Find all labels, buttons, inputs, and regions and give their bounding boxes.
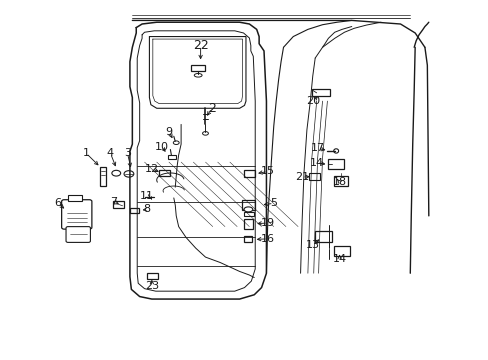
Text: 22: 22 (192, 39, 208, 52)
Ellipse shape (202, 132, 208, 135)
Bar (328, 159, 343, 169)
Ellipse shape (333, 149, 338, 153)
FancyBboxPatch shape (61, 200, 92, 229)
Bar (100, 167, 106, 186)
Text: 3: 3 (124, 148, 131, 158)
Bar (168, 155, 176, 159)
Text: 5: 5 (270, 198, 277, 208)
Text: 12: 12 (144, 164, 159, 174)
Bar (244, 212, 254, 216)
Bar (113, 201, 124, 208)
Text: 7: 7 (110, 197, 117, 207)
Text: 14: 14 (332, 254, 346, 264)
Bar (242, 200, 254, 211)
Bar (68, 195, 81, 201)
Text: 23: 23 (144, 281, 159, 291)
Text: 2: 2 (207, 102, 215, 115)
Text: 14: 14 (309, 158, 323, 168)
Bar (147, 273, 158, 279)
Text: 20: 20 (305, 96, 319, 106)
Text: 9: 9 (165, 127, 172, 136)
Ellipse shape (124, 171, 134, 177)
Bar (130, 208, 139, 213)
Text: 13: 13 (305, 240, 319, 250)
Bar (191, 64, 204, 71)
Bar (243, 219, 253, 229)
Text: 6: 6 (55, 198, 61, 208)
Bar (333, 176, 347, 186)
Bar (308, 173, 319, 180)
Text: 18: 18 (332, 177, 346, 187)
Text: 17: 17 (310, 143, 324, 153)
Bar (333, 246, 349, 256)
Text: 4: 4 (106, 148, 114, 158)
Bar (159, 170, 169, 176)
Ellipse shape (244, 207, 252, 212)
Text: 15: 15 (261, 166, 274, 176)
Bar (314, 231, 331, 242)
FancyBboxPatch shape (66, 226, 90, 242)
Text: 16: 16 (261, 234, 274, 244)
Ellipse shape (112, 170, 121, 176)
Text: 19: 19 (260, 218, 274, 228)
Bar (311, 89, 330, 96)
Text: 11: 11 (140, 191, 154, 201)
Text: 10: 10 (154, 141, 168, 152)
Text: 8: 8 (143, 204, 150, 215)
Text: 1: 1 (82, 148, 89, 158)
Bar (244, 170, 254, 177)
Bar (244, 236, 252, 242)
Ellipse shape (173, 141, 179, 144)
Text: 21: 21 (294, 172, 308, 182)
Ellipse shape (194, 73, 202, 77)
